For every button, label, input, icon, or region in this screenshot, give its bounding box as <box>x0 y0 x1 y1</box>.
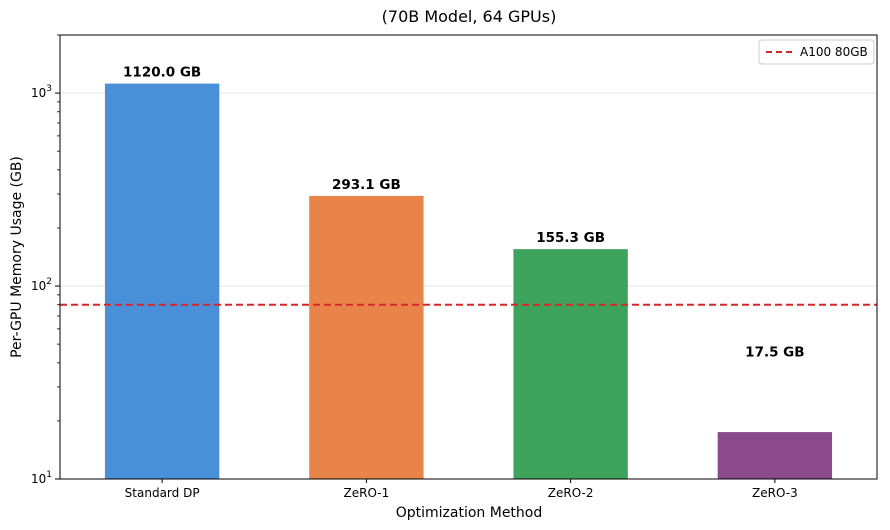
bar-standard-dp <box>104 83 220 479</box>
y-tick-label: 101 <box>31 470 52 486</box>
legend-label-reference-line: A100 80GB <box>800 45 868 59</box>
legend-box <box>758 39 875 65</box>
x-tick-label: ZeRO-2 <box>548 486 594 500</box>
x-tick-label: ZeRO-1 <box>344 486 390 500</box>
bar-zero-2 <box>513 249 628 479</box>
legend: A100 80GB <box>758 39 875 65</box>
y-axis-title: Per-GPU Memory Usage (GB) <box>9 156 25 358</box>
x-tick-label: ZeRO-3 <box>752 486 798 500</box>
chart-title: (70B Model, 64 GPUs) <box>382 7 557 26</box>
x-axis-title: Optimization Method <box>396 505 543 521</box>
data-label: 1120.0 GB <box>123 65 201 81</box>
y-tick-label: 103 <box>31 84 52 100</box>
x-tick-label: Standard DP <box>125 486 200 500</box>
bar-layer <box>104 83 833 479</box>
data-label-layer: 1120.0 GB 293.1 GB 155.3 GB 17.5 GB <box>123 65 805 361</box>
data-label: 293.1 GB <box>332 177 401 193</box>
data-label: 155.3 GB <box>536 230 605 246</box>
bar-zero-3 <box>717 432 833 479</box>
y-tick-label: 102 <box>31 277 52 293</box>
bar-zero-1 <box>309 195 424 479</box>
axis-layer: Standard DP ZeRO-1 ZeRO-2 ZeRO-3 101 102 103 <box>31 34 798 500</box>
data-label: 17.5 GB <box>745 345 804 361</box>
plot-frame <box>59 34 878 480</box>
